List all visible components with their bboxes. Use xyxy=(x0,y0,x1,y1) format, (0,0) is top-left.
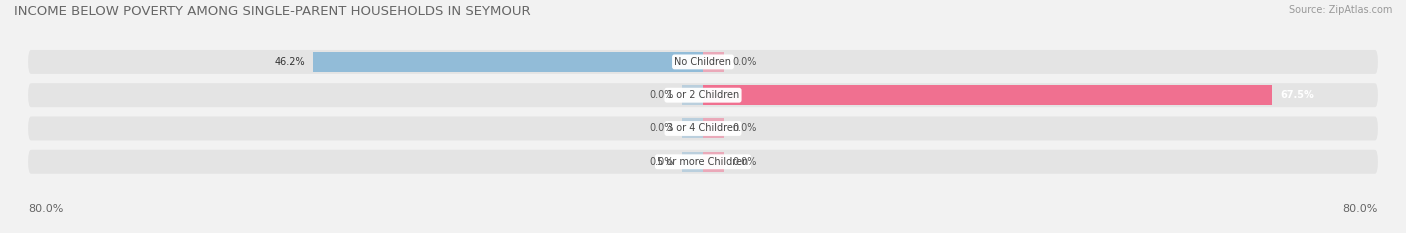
Bar xyxy=(682,119,703,138)
Text: 0.0%: 0.0% xyxy=(733,157,756,167)
Text: 67.5%: 67.5% xyxy=(1281,90,1315,100)
Bar xyxy=(703,152,724,172)
Text: 80.0%: 80.0% xyxy=(1343,204,1378,214)
FancyBboxPatch shape xyxy=(28,150,1378,174)
Text: 80.0%: 80.0% xyxy=(28,204,63,214)
Text: 3 or 4 Children: 3 or 4 Children xyxy=(666,123,740,134)
Text: 0.0%: 0.0% xyxy=(650,90,673,100)
Text: 0.0%: 0.0% xyxy=(650,157,673,167)
Bar xyxy=(703,119,724,138)
Text: 0.0%: 0.0% xyxy=(733,57,756,67)
Text: 5 or more Children: 5 or more Children xyxy=(658,157,748,167)
Text: No Children: No Children xyxy=(675,57,731,67)
Bar xyxy=(314,52,703,72)
Text: 1 or 2 Children: 1 or 2 Children xyxy=(666,90,740,100)
FancyBboxPatch shape xyxy=(28,50,1378,74)
FancyBboxPatch shape xyxy=(28,83,1378,107)
Text: 46.2%: 46.2% xyxy=(274,57,305,67)
FancyBboxPatch shape xyxy=(28,116,1378,140)
Bar xyxy=(703,85,1272,105)
Bar xyxy=(703,52,724,72)
Text: 0.0%: 0.0% xyxy=(650,123,673,134)
Bar xyxy=(682,152,703,172)
Bar xyxy=(682,85,703,105)
Text: 0.0%: 0.0% xyxy=(733,123,756,134)
Text: Source: ZipAtlas.com: Source: ZipAtlas.com xyxy=(1288,5,1392,15)
Text: INCOME BELOW POVERTY AMONG SINGLE-PARENT HOUSEHOLDS IN SEYMOUR: INCOME BELOW POVERTY AMONG SINGLE-PARENT… xyxy=(14,5,530,18)
